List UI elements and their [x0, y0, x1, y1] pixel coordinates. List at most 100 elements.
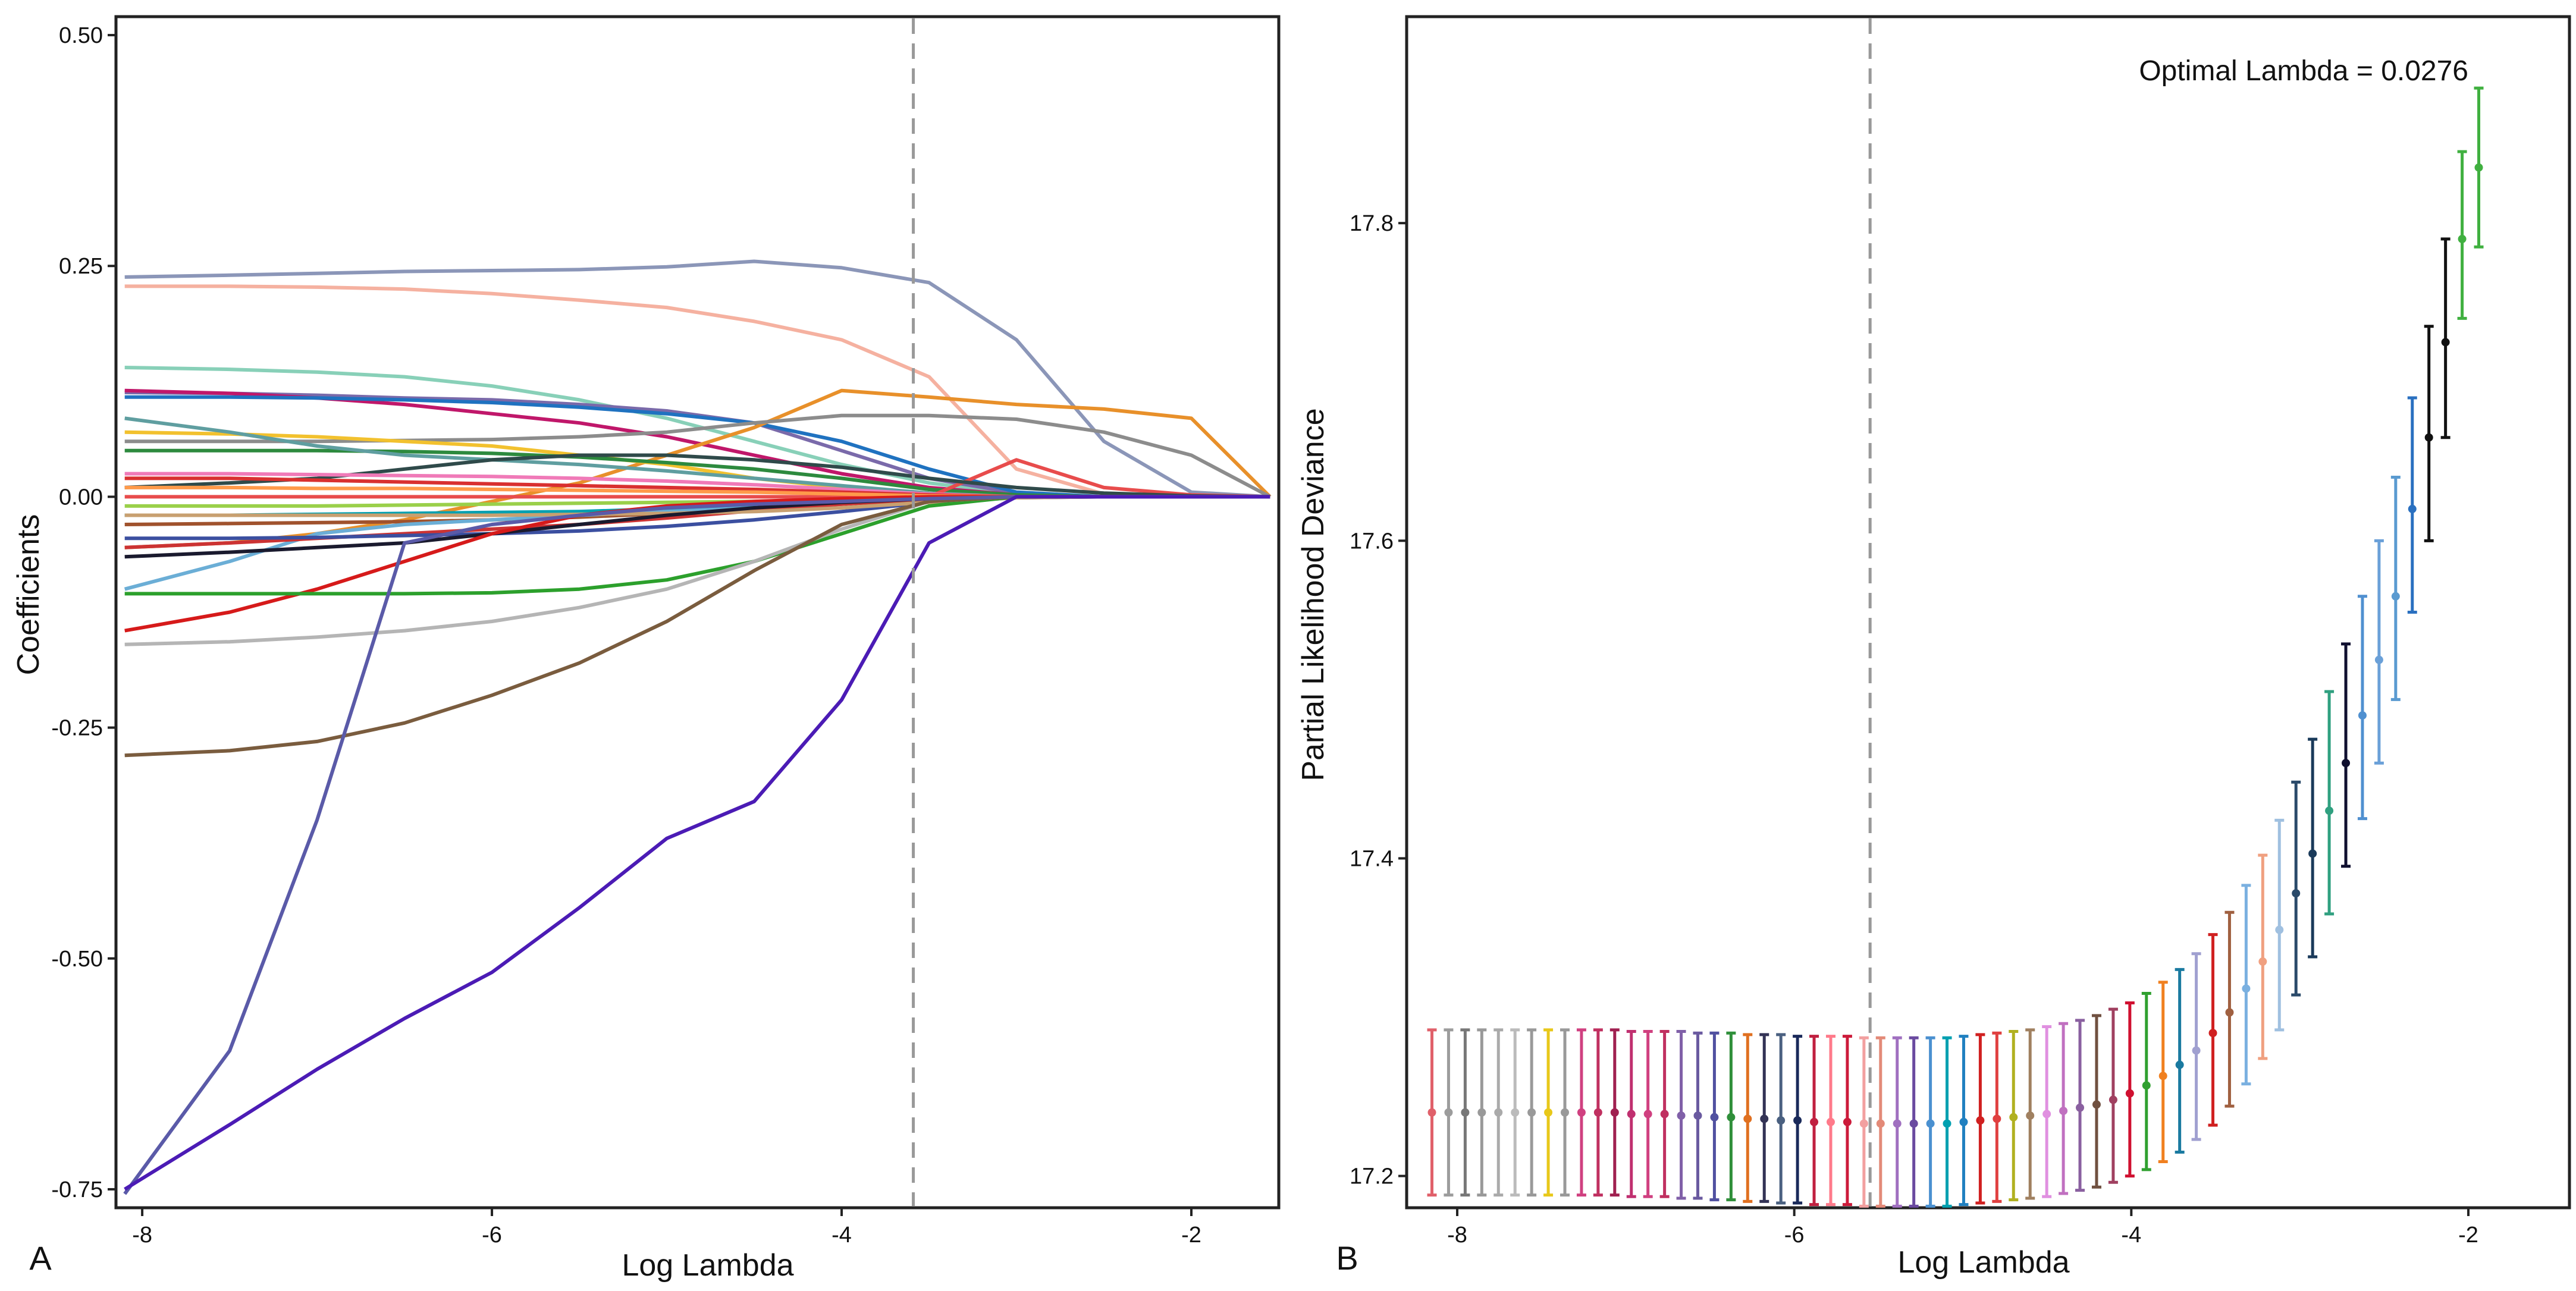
mean-marker [2009, 1113, 2018, 1122]
panel-b-x-tick-label: -4 [2121, 1223, 2141, 1248]
deviance-point [1709, 1031, 1720, 1202]
mean-marker [2109, 1095, 2117, 1104]
mean-marker [2258, 957, 2267, 966]
deviance-point [2291, 780, 2301, 997]
mean-marker [1909, 1119, 1918, 1128]
panel-a-y-tick-label: 0.00 [59, 485, 103, 510]
mean-marker [1494, 1108, 1503, 1117]
mean-marker [2441, 338, 2450, 347]
mean-marker [1593, 1108, 1602, 1117]
mean-marker [2342, 759, 2351, 768]
coefficient-path-s13 [124, 453, 1270, 499]
deviance-point [2158, 981, 2168, 1164]
mean-marker [1427, 1108, 1436, 1117]
deviance-point [1959, 1035, 1969, 1207]
deviance-point [1992, 1031, 2002, 1203]
deviance-point [1892, 1036, 1902, 1208]
deviance-point [2324, 690, 2335, 916]
panel-a-y-tick-label: 0.50 [59, 23, 103, 48]
panel-a-y-tick-label: -0.75 [51, 1177, 103, 1202]
panel-a-y-axis-label: Coefficients [11, 514, 46, 676]
mean-marker [1693, 1111, 1702, 1120]
deviance-point [2075, 1019, 2085, 1192]
panel-a-x-tick-label: -2 [1181, 1223, 1201, 1248]
deviance-point [1925, 1036, 1935, 1208]
panel-a-coefficient-paths [123, 259, 1272, 1195]
deviance-point [1527, 1028, 1537, 1197]
deviance-point [2241, 884, 2251, 1086]
deviance-point [1626, 1030, 1636, 1198]
mean-marker [1893, 1119, 1902, 1128]
deviance-point [2208, 933, 2218, 1127]
deviance-point [1975, 1033, 1985, 1205]
mean-marker [1511, 1108, 1520, 1117]
deviance-point [2108, 1007, 2118, 1184]
panel-a-x-tick-label: -8 [132, 1223, 152, 1248]
panel-a-y-tick-label: -0.25 [51, 716, 103, 741]
mean-marker [2042, 1110, 2051, 1119]
deviance-point [1676, 1030, 1686, 1200]
coefficient-path-s8 [124, 413, 1271, 499]
deviance-point [2091, 1014, 2101, 1189]
panel-b-y-tick-label: 17.4 [1350, 846, 1394, 871]
panel-a-label: A [29, 1239, 52, 1277]
deviance-point [2440, 237, 2451, 439]
deviance-point [1609, 1028, 1620, 1197]
mean-marker [1926, 1119, 1935, 1128]
mean-marker [1610, 1108, 1619, 1117]
deviance-point [2059, 1022, 2069, 1195]
coefficient-path-s30 [124, 495, 1270, 1191]
mean-marker [1444, 1108, 1453, 1117]
mean-marker [2408, 504, 2417, 513]
deviance-point [2009, 1030, 2019, 1202]
mean-marker [1777, 1116, 1786, 1125]
deviance-point [1659, 1030, 1670, 1198]
deviance-point [2308, 737, 2318, 959]
panel-b-plot-frame [1405, 15, 2571, 1210]
mean-marker [1560, 1108, 1569, 1117]
mean-marker [1760, 1114, 1769, 1123]
mean-marker [1477, 1108, 1486, 1117]
mean-marker [2092, 1100, 2101, 1109]
mean-marker [1577, 1108, 1586, 1117]
coefficient-path-s29 [123, 495, 1270, 1195]
mean-marker [1627, 1110, 1636, 1119]
mean-marker [2192, 1046, 2201, 1055]
panel-b-y-axis: 17.2 17.4 17.6 17.8 [1350, 211, 1407, 1189]
mean-marker [1993, 1114, 2001, 1123]
deviance-point [1460, 1028, 1470, 1197]
mean-marker [1876, 1119, 1885, 1128]
deviance-point [1493, 1028, 1504, 1197]
deviance-point [2274, 818, 2285, 1032]
mean-marker [1843, 1117, 1852, 1126]
coefficient-path-s2 [124, 284, 1270, 499]
mean-marker [2158, 1072, 2167, 1080]
panel-b-y-tick-label: 17.6 [1350, 529, 1394, 554]
deviance-point [2175, 968, 2185, 1154]
panel-a: -8 -6 -4 -2 -0.75 -0.50 -0.25 0.00 0.25 0.50 Log… [11, 15, 1281, 1283]
deviance-point [1576, 1028, 1586, 1197]
mean-marker [2208, 1029, 2217, 1038]
deviance-point [2457, 150, 2467, 320]
mean-marker [1793, 1116, 1802, 1125]
panel-b-x-axis-label: Log Lambda [1897, 1245, 2069, 1280]
mean-marker [1743, 1114, 1752, 1123]
coefficient-path-s20 [124, 495, 1270, 591]
mean-marker [2142, 1081, 2151, 1090]
deviance-point [1825, 1035, 1835, 1207]
mean-marker [1527, 1108, 1536, 1117]
mean-marker [2358, 711, 2367, 720]
mean-marker [1544, 1108, 1553, 1117]
deviance-point [1793, 1035, 1803, 1205]
deviance-point [2341, 642, 2351, 868]
deviance-point [1875, 1036, 1885, 1208]
mean-marker [1643, 1110, 1652, 1119]
deviance-point [2224, 910, 2235, 1108]
mean-marker [2275, 925, 2284, 934]
panel-a-x-tick-label: -4 [832, 1223, 852, 1248]
panel-b-label: B [1336, 1239, 1358, 1277]
panel-a-x-axis-label: Log Lambda [622, 1248, 793, 1283]
deviance-point [1942, 1036, 1952, 1208]
panel-a-y-tick-label: 0.25 [59, 254, 103, 279]
